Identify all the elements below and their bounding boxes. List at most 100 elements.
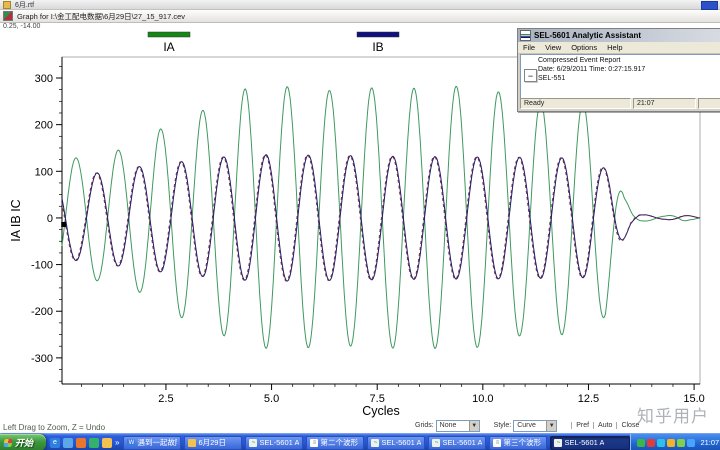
background-window-titlebar[interactable]: 6月.rtf <box>0 0 720 10</box>
sel-menubar: File View Options Help <box>518 42 720 54</box>
grids-label: Grids: <box>415 422 434 429</box>
y-tick-label: -300 <box>31 353 53 365</box>
y-tick-label: 300 <box>35 73 53 85</box>
taskbar-button-label: 6月29日 <box>198 438 226 447</box>
taskbar: 开始 e» W遇到一起故障6月29日~SEL-5601 A≡第二个波形~SEL-… <box>0 433 720 450</box>
text-doc-icon: ≡ <box>310 438 319 447</box>
sel-graph-icon: ~ <box>371 438 380 447</box>
sel-graph-icon: ~ <box>249 438 258 447</box>
taskbar-button[interactable]: W遇到一起故障 <box>123 435 182 450</box>
sel-graph-icon: ~ <box>554 438 563 447</box>
close-button[interactable]: Close <box>616 422 643 429</box>
sel-window-title: SEL-5601 Analytic Assistant <box>534 31 642 40</box>
cursor-readout: 0.25, -14.00 <box>3 23 41 30</box>
text-doc-icon: ≡ <box>493 438 502 447</box>
x-tick-label: 10.0 <box>472 393 493 405</box>
chevron-down-icon[interactable]: ▼ <box>546 420 557 431</box>
quicklaunch-show-desktop-icon[interactable] <box>63 437 73 448</box>
quicklaunch-overflow-icon[interactable]: » <box>115 438 120 447</box>
taskbar-button[interactable]: ~ SEL-5601 A <box>550 435 631 450</box>
report-line-datetime: Date: 6/29/2011 Time: 0:27:15.917 <box>538 66 646 73</box>
graph-window-titlebar[interactable]: Graph for I:\金工配电数据\6月29日\27_15_917.cev <box>0 10 720 23</box>
taskbar-button-label: SEL-5601 A <box>381 438 422 447</box>
quicklaunch-media-player-icon[interactable] <box>76 437 86 448</box>
task-buttons: W遇到一起故障6月29日~SEL-5601 A≡第二个波形~SEL-5601 A… <box>123 435 631 450</box>
tray-security-icon[interactable] <box>687 438 696 447</box>
x-tick-label: 5.0 <box>264 393 279 405</box>
taskbar-button[interactable]: ~ SEL-5601 A <box>367 435 426 450</box>
taskbar-button-label: SEL-5601 A <box>564 438 605 447</box>
system-tray: 21:07 <box>630 434 720 450</box>
report-line-title: Compressed Event Report <box>538 57 621 64</box>
x-tick-label: 7.5 <box>370 393 385 405</box>
series-IC <box>61 154 701 282</box>
sel-app-icon <box>520 30 531 41</box>
window-fragment-icon <box>701 1 718 10</box>
quicklaunch-ie-icon[interactable]: e <box>50 437 60 448</box>
windows-logo-icon <box>3 438 13 447</box>
zoom-hint-status: Left Drag to Zoom, Z = Undo <box>3 423 106 432</box>
legend-label-IA: IA <box>163 40 174 54</box>
taskbar-button-label: 第二个波形 <box>320 438 358 447</box>
taskbar-button[interactable]: ≡ 第二个波形 <box>306 435 365 450</box>
style-label: Style: <box>493 422 512 429</box>
graph-icon <box>3 11 13 21</box>
quick-launch-bar: e» <box>46 437 123 448</box>
sel-window-titlebar[interactable]: SEL-5601 Analytic Assistant <box>518 29 720 42</box>
graph-toolbar: Grids: None ▼ Style: Curve ▼ Pref Auto C… <box>415 419 718 432</box>
chevron-down-icon[interactable]: ▼ <box>468 420 479 431</box>
trigger-marker <box>61 221 67 227</box>
quicklaunch-messenger-icon[interactable] <box>89 437 99 448</box>
y-tick-label: 0 <box>47 213 53 225</box>
tray-input-method-icon[interactable] <box>647 438 656 447</box>
word-doc-icon: W <box>127 438 136 447</box>
x-axis-title: Cycles <box>362 404 400 418</box>
y-tick-label: 100 <box>35 166 53 178</box>
status-time: 21:07 <box>633 98 696 109</box>
document-icon <box>3 0 11 9</box>
series-IB <box>61 154 701 282</box>
tree-collapse-button[interactable]: − <box>524 69 537 82</box>
grids-select[interactable]: None ▼ <box>435 419 480 432</box>
report-line-relay[interactable]: SEL-551 <box>538 75 566 82</box>
sel-graph-icon: ~ <box>432 438 441 447</box>
folder-icon <box>188 438 197 447</box>
tray-network-icon[interactable] <box>677 438 686 447</box>
legend-swatch-IB <box>356 31 400 38</box>
x-tick-label: 15.0 <box>683 393 704 405</box>
taskbar-button-label: SEL-5601 A <box>442 438 483 447</box>
legend-label-IB: IB <box>372 40 383 54</box>
legend-swatch-IA <box>147 31 191 38</box>
auto-button[interactable]: Auto <box>593 422 616 429</box>
taskbar-button[interactable]: ~ SEL-5601 A <box>245 435 304 450</box>
tray-clock: 21:07 <box>700 438 720 447</box>
sel-report-tree[interactable]: − Compressed Event Report Date: 6/29/201… <box>520 54 720 99</box>
taskbar-button-label: 遇到一起故障 <box>137 438 177 447</box>
sel-5601-window[interactable]: SEL-5601 Analytic Assistant File View Op… <box>517 28 720 112</box>
menu-help[interactable]: Help <box>607 43 623 52</box>
start-button[interactable]: 开始 <box>0 434 46 450</box>
graph-window-title: Graph for I:\金工配电数据\6月29日\27_15_917.cev <box>17 11 185 21</box>
style-select[interactable]: Curve ▼ <box>513 419 558 432</box>
status-ready: Ready <box>520 98 631 109</box>
taskbar-button[interactable]: ~ SEL-5601 A <box>428 435 487 450</box>
y-tick-label: 200 <box>35 120 53 132</box>
taskbar-button[interactable]: ≡ 第三个波形 <box>489 435 548 450</box>
x-tick-label: 12.5 <box>578 393 599 405</box>
taskbar-button-label: 第三个波形 <box>503 438 541 447</box>
menu-file[interactable]: File <box>523 43 536 52</box>
menu-options[interactable]: Options <box>571 43 598 52</box>
watermark: 知乎用户 <box>637 407 709 426</box>
background-window-title: 6月.rtf <box>15 1 35 9</box>
quicklaunch-folder-icon[interactable] <box>102 437 112 448</box>
taskbar-button[interactable]: 6月29日 <box>184 435 243 450</box>
y-tick-label: -100 <box>31 260 53 272</box>
taskbar-button-label: SEL-5601 A <box>259 438 300 447</box>
pref-button[interactable]: Pref <box>571 422 593 429</box>
tray-antivirus-icon[interactable] <box>637 438 646 447</box>
tray-messenger-icon[interactable] <box>657 438 666 447</box>
menu-view[interactable]: View <box>545 43 562 52</box>
y-tick-label: -200 <box>31 306 53 318</box>
tray-volume-icon[interactable] <box>667 438 676 447</box>
